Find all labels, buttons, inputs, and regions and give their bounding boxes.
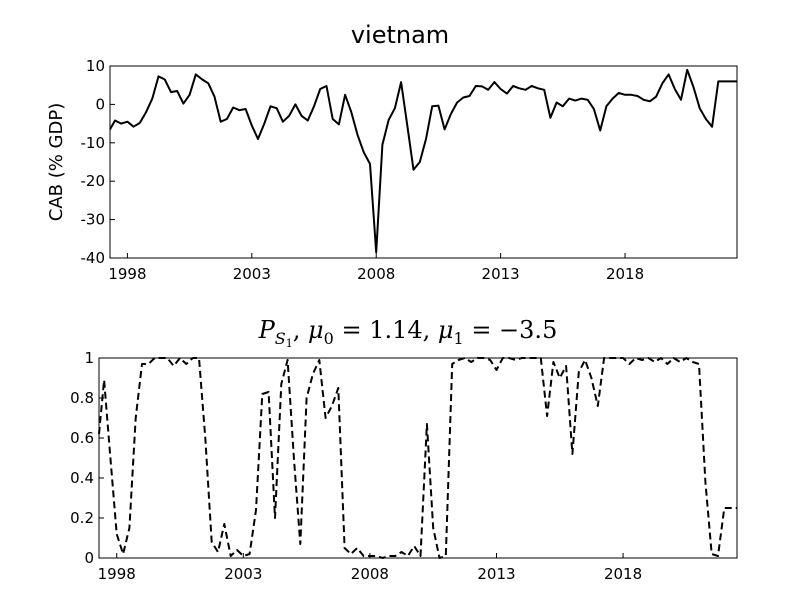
cab-chart-series (110, 70, 737, 252)
cab-xtick-label: 2018 (606, 265, 644, 283)
cab-ytick-label: 0 (95, 95, 105, 113)
probability-xtick-label: 2013 (477, 565, 515, 583)
cab-chart: vietnam CAB (% GDP) 1998 2003 2008 2013 2018… (46, 21, 737, 283)
probability-ytick-label: 1 (84, 349, 94, 367)
cab-chart-ylabel: CAB (% GDP) (46, 103, 67, 222)
probability-ytick-label: 0.2 (70, 509, 94, 527)
cab-chart-ticks: 1998 2003 2008 2013 2018 10 0 -10 -20 -30 -40 (81, 57, 645, 283)
probability-ytick-label: 0.4 (70, 469, 94, 487)
cab-chart-frame (110, 66, 737, 258)
cab-xtick-label: 2003 (233, 265, 271, 283)
cab-ytick-label: -30 (81, 211, 106, 229)
cab-xtick-label: 2008 (357, 265, 395, 283)
probability-chart: PS1, μ0 = 1.14, μ1 = −3.5 1998 2003 2008 20… (70, 316, 737, 583)
probability-chart-frame (99, 358, 737, 558)
probability-xtick-label: 2008 (351, 565, 389, 583)
cab-ytick-label: -40 (81, 249, 106, 267)
cab-series-line (110, 70, 737, 252)
cab-xtick-label: 1998 (108, 265, 146, 283)
probability-xtick-label: 1998 (98, 565, 136, 583)
probability-ytick-label: 0.6 (70, 429, 94, 447)
probability-chart-series (99, 358, 737, 558)
cab-chart-title: vietnam (351, 21, 449, 49)
probability-series-line (99, 358, 737, 558)
probability-ytick-label: 0.8 (70, 389, 94, 407)
probability-chart-title: PS1, μ0 = 1.14, μ1 = −3.5 (258, 316, 558, 350)
cab-ytick-label: 10 (86, 57, 105, 75)
probability-xtick-label: 2003 (224, 565, 262, 583)
probability-xtick-label: 2018 (604, 565, 642, 583)
cab-xtick-label: 2013 (482, 265, 520, 283)
cab-ytick-label: -10 (81, 134, 106, 152)
probability-ytick-label: 0 (84, 549, 94, 567)
cab-ytick-label: -20 (81, 172, 106, 190)
